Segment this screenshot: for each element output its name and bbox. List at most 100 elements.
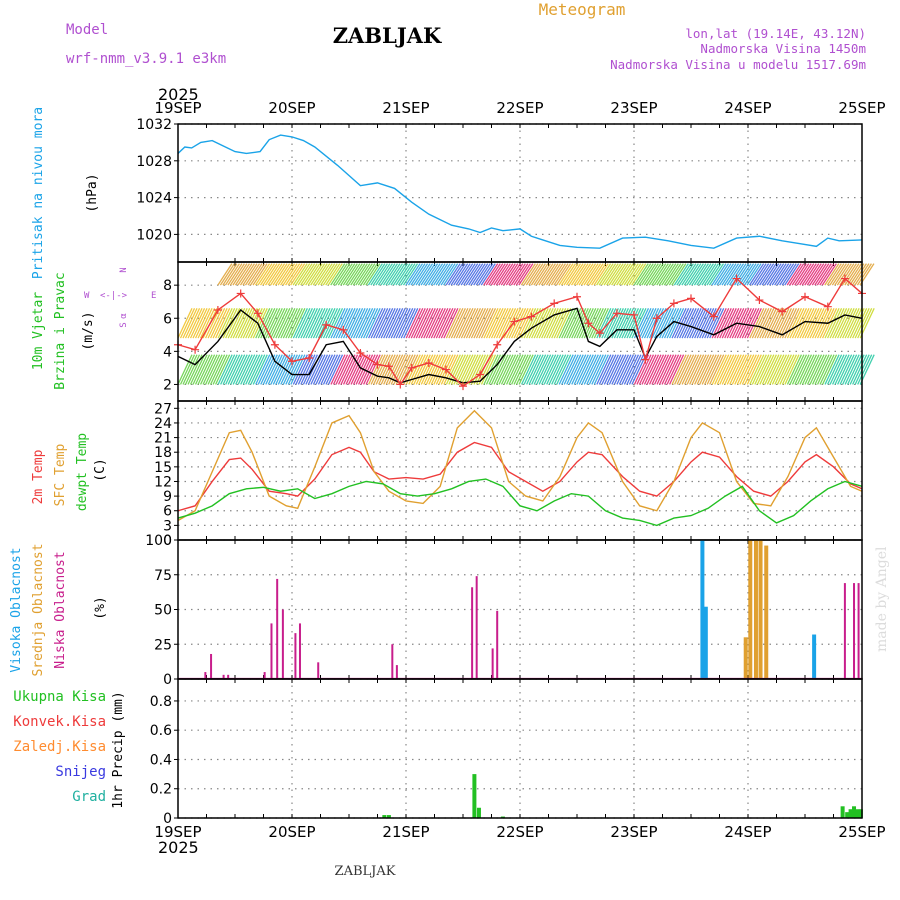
wind-barb xyxy=(648,263,664,286)
wind-barb xyxy=(495,263,511,286)
wind-barb xyxy=(563,263,579,286)
wind-barb xyxy=(480,354,497,385)
wind-barb xyxy=(831,354,848,385)
y-tick-label: 15 xyxy=(154,460,172,476)
wind-barb xyxy=(350,263,366,286)
wind-barb xyxy=(759,354,775,385)
wind-barb xyxy=(420,308,436,339)
gust-marker xyxy=(493,340,502,349)
wind-barb xyxy=(508,354,524,385)
wind-barb xyxy=(189,354,206,385)
wind-barb xyxy=(651,308,667,339)
wind-barb xyxy=(423,354,439,385)
day-label-bottom: 22SEP xyxy=(496,823,543,841)
wind-barb xyxy=(217,354,233,385)
wind-barb xyxy=(360,308,376,339)
wind-barb xyxy=(676,308,692,339)
wind-barb xyxy=(440,263,456,286)
wind-barb xyxy=(184,354,201,385)
wind-barb xyxy=(345,354,361,385)
series-line-brzina xyxy=(177,307,863,384)
wind-barb xyxy=(177,308,193,339)
wind-barb xyxy=(560,263,577,286)
wind-barb xyxy=(756,308,772,339)
wind-barb xyxy=(275,263,291,286)
wind-barb xyxy=(701,263,717,286)
wind-barb xyxy=(300,308,316,339)
wind-barb xyxy=(771,354,787,385)
wind-barb xyxy=(435,308,451,339)
bar-ukupna-kisa xyxy=(852,806,857,818)
wind-barb xyxy=(533,263,549,286)
wind-barb xyxy=(726,308,742,339)
wind-barb xyxy=(643,308,660,339)
wind-barb xyxy=(764,308,780,339)
wind-barb xyxy=(716,263,732,286)
wind-barb xyxy=(641,308,657,339)
wind-barb xyxy=(397,263,414,286)
precip-legend-item: Zaledj.Kisa xyxy=(13,739,106,755)
wind-barb xyxy=(290,263,306,286)
wind-barb xyxy=(428,263,444,286)
wind-barb xyxy=(558,354,574,385)
gust-marker xyxy=(778,307,787,316)
wind-barb xyxy=(616,308,632,339)
wind-barb xyxy=(761,308,777,339)
bar-niska-oblacnost xyxy=(222,674,225,679)
wind-barb xyxy=(681,308,697,339)
wind-barb xyxy=(485,354,502,385)
y-tick-label: 0.2 xyxy=(150,782,172,798)
wind-barb xyxy=(505,263,521,286)
wind-barb xyxy=(716,308,732,339)
wind-barb xyxy=(799,354,815,385)
wind-barb xyxy=(189,308,206,339)
wind-barb xyxy=(320,263,336,286)
wind-barb xyxy=(525,263,541,286)
wind-barb xyxy=(368,308,384,339)
wind-barb xyxy=(744,354,760,385)
wind-barb xyxy=(847,354,863,385)
wind-barb xyxy=(573,354,589,385)
wind-barb xyxy=(699,354,715,385)
wind-barb xyxy=(613,354,629,385)
wind-barb xyxy=(455,354,471,385)
wind-barb xyxy=(698,263,714,286)
wind-barb xyxy=(483,308,499,339)
wind-barb xyxy=(834,263,850,286)
wind-barb xyxy=(666,308,682,339)
wind-barb xyxy=(751,263,767,286)
wind-barb xyxy=(480,263,496,286)
wind-barb xyxy=(290,308,306,339)
wind-barb xyxy=(638,354,655,385)
wind-barb xyxy=(315,263,331,286)
wind-barb xyxy=(570,263,587,286)
wind-barb xyxy=(235,308,251,339)
wind-barb xyxy=(776,354,793,385)
wind-barb xyxy=(252,308,268,339)
wind-barb xyxy=(591,308,607,339)
wind-barb xyxy=(503,354,519,385)
wind-barb xyxy=(473,308,489,339)
wind-barb xyxy=(668,263,684,286)
bar-ukupna-kisa xyxy=(845,812,850,818)
temp2m-ylabel: 2m Temp xyxy=(31,449,46,504)
wind-barb xyxy=(197,354,213,385)
wind-barb xyxy=(568,354,584,385)
wind-barb xyxy=(493,263,509,286)
wind-barb xyxy=(430,263,446,286)
wind-barb xyxy=(463,263,479,286)
wind-barb xyxy=(556,308,572,339)
y-tick-label: 0 xyxy=(163,533,172,549)
wind-barb xyxy=(227,263,243,286)
wind-barb xyxy=(260,354,276,385)
wind-barb xyxy=(673,354,690,385)
gust-marker xyxy=(322,320,331,329)
wind-barb xyxy=(538,263,554,286)
wind-barb xyxy=(741,263,757,286)
bar-niska-oblacnost xyxy=(210,653,213,679)
day-label-bottom: 21SEP xyxy=(382,823,429,841)
wind-barb xyxy=(834,308,850,339)
y-tick-label: 25 xyxy=(154,637,172,653)
wind-barb xyxy=(330,308,346,339)
